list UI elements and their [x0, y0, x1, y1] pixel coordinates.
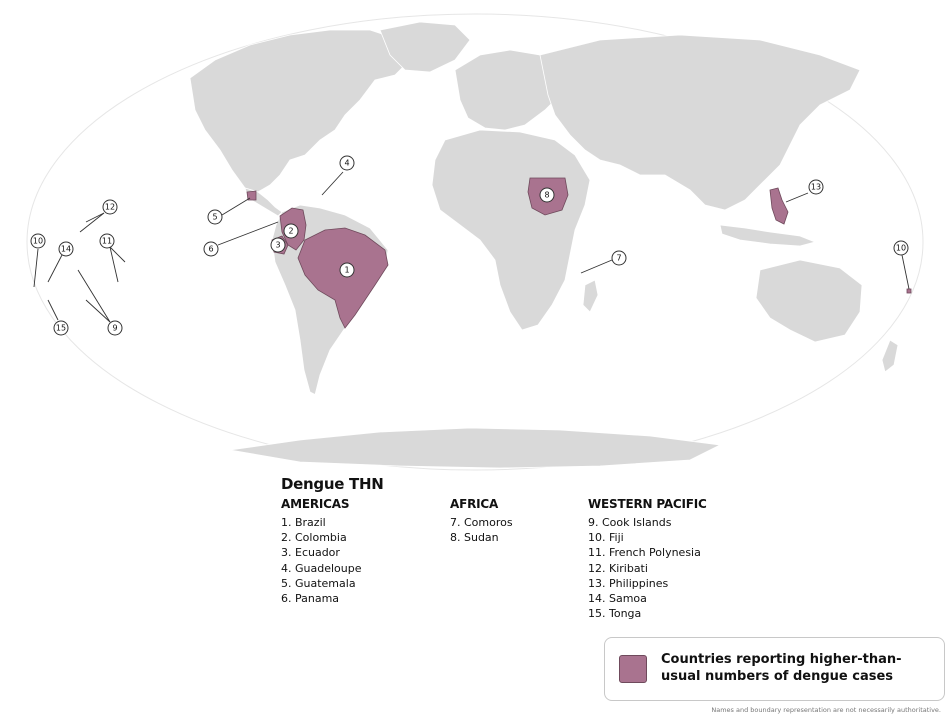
callout-3: 3 — [270, 237, 286, 253]
svg-text:5: 5 — [212, 213, 217, 222]
world-map: 1 2 3 4 5 6 7 8 9 10 10 11 12 13 14 15 — [26, 13, 924, 471]
guatemala-highlight — [246, 190, 257, 201]
callout-1: 1 — [339, 262, 355, 278]
key-swatch — [619, 655, 647, 683]
north-america — [189, 29, 411, 193]
region-heading: AMERICAS — [281, 497, 350, 511]
list-item: 15. Tonga — [588, 607, 642, 621]
svg-text:10: 10 — [33, 237, 43, 246]
region-heading: AFRICA — [450, 497, 499, 511]
map-key: Countries reporting higher-than-usual nu… — [604, 637, 945, 701]
svg-text:3: 3 — [275, 241, 280, 250]
callout-2: 2 — [283, 223, 299, 239]
greenland — [379, 21, 471, 73]
list-item: 7. Comoros — [450, 516, 513, 529]
callout-leaders — [33, 171, 910, 323]
list-item: 13. Philippines — [588, 576, 669, 590]
callout-15: 15 — [53, 320, 69, 336]
list-item: 2. Colombia — [281, 531, 347, 545]
list-item: 14. Samoa — [588, 592, 647, 606]
svg-text:10: 10 — [896, 244, 906, 253]
list-item: 6. Panama — [281, 592, 340, 606]
callout-7: 7 — [611, 250, 627, 266]
callout-8: 8 — [539, 187, 555, 203]
antarctica — [229, 427, 722, 469]
svg-text:6: 6 — [208, 245, 213, 254]
list-item: 9. Cook Islands — [588, 516, 672, 529]
svg-text:12: 12 — [105, 203, 115, 212]
svg-text:14: 14 — [61, 245, 71, 254]
madagascar — [582, 279, 599, 313]
callout-10-left: 10 — [30, 233, 46, 249]
list-item: 5. Guatemala — [281, 576, 356, 590]
callout-14: 14 — [58, 241, 74, 257]
new-zealand — [881, 339, 899, 373]
brazil-highlight — [297, 227, 389, 329]
svg-text:11: 11 — [102, 237, 112, 246]
callout-5: 5 — [207, 209, 223, 225]
list-item: 10. Fiji — [588, 531, 624, 545]
region-list: 9. Cook Islands 10. Fiji 11. French Poly… — [588, 515, 707, 621]
region-heading: WESTERN PACIFIC — [588, 497, 707, 511]
fiji-highlight — [906, 288, 912, 294]
svg-text:1: 1 — [344, 266, 349, 275]
region-americas: AMERICAS 1. Brazil 2. Colombia 3. Ecuado… — [281, 497, 362, 606]
region-africa: AFRICA 7. Comoros 8. Sudan — [450, 497, 513, 545]
asia — [539, 34, 861, 211]
svg-text:7: 7 — [616, 254, 621, 263]
indonesia — [719, 224, 817, 247]
legend-title: Dengue THN — [281, 475, 384, 493]
svg-text:4: 4 — [344, 159, 349, 168]
callout-9: 9 — [107, 320, 123, 336]
callout-10-right: 10 — [893, 240, 909, 256]
list-item: 3. Ecuador — [281, 546, 340, 560]
callout-12: 12 — [102, 199, 118, 215]
region-list: 7. Comoros 8. Sudan — [450, 515, 513, 545]
key-label: Countries reporting higher-than-usual nu… — [661, 652, 902, 684]
europe — [454, 49, 561, 131]
region-list: 1. Brazil 2. Colombia 3. Ecuador 4. Guad… — [281, 515, 362, 606]
list-item: 1. Brazil — [281, 516, 326, 529]
svg-text:2: 2 — [288, 227, 293, 236]
philippines-highlight — [769, 187, 789, 225]
callout-11: 11 — [99, 233, 115, 249]
svg-text:8: 8 — [544, 191, 549, 200]
list-item: 4. Guadeloupe — [281, 561, 362, 575]
list-item: 12. Kiribati — [588, 561, 648, 575]
callout-4: 4 — [339, 155, 355, 171]
list-item: 11. French Polynesia — [588, 546, 701, 560]
svg-text:13: 13 — [811, 183, 821, 192]
callout-6: 6 — [203, 241, 219, 257]
disclaimer: Names and boundary representation are no… — [711, 706, 941, 714]
australia — [755, 259, 863, 343]
svg-text:9: 9 — [112, 324, 117, 333]
svg-text:15: 15 — [56, 324, 66, 333]
callout-13: 13 — [808, 179, 824, 195]
list-item: 8. Sudan — [450, 531, 499, 545]
region-western-pacific: WESTERN PACIFIC 9. Cook Islands 10. Fiji… — [588, 497, 707, 621]
